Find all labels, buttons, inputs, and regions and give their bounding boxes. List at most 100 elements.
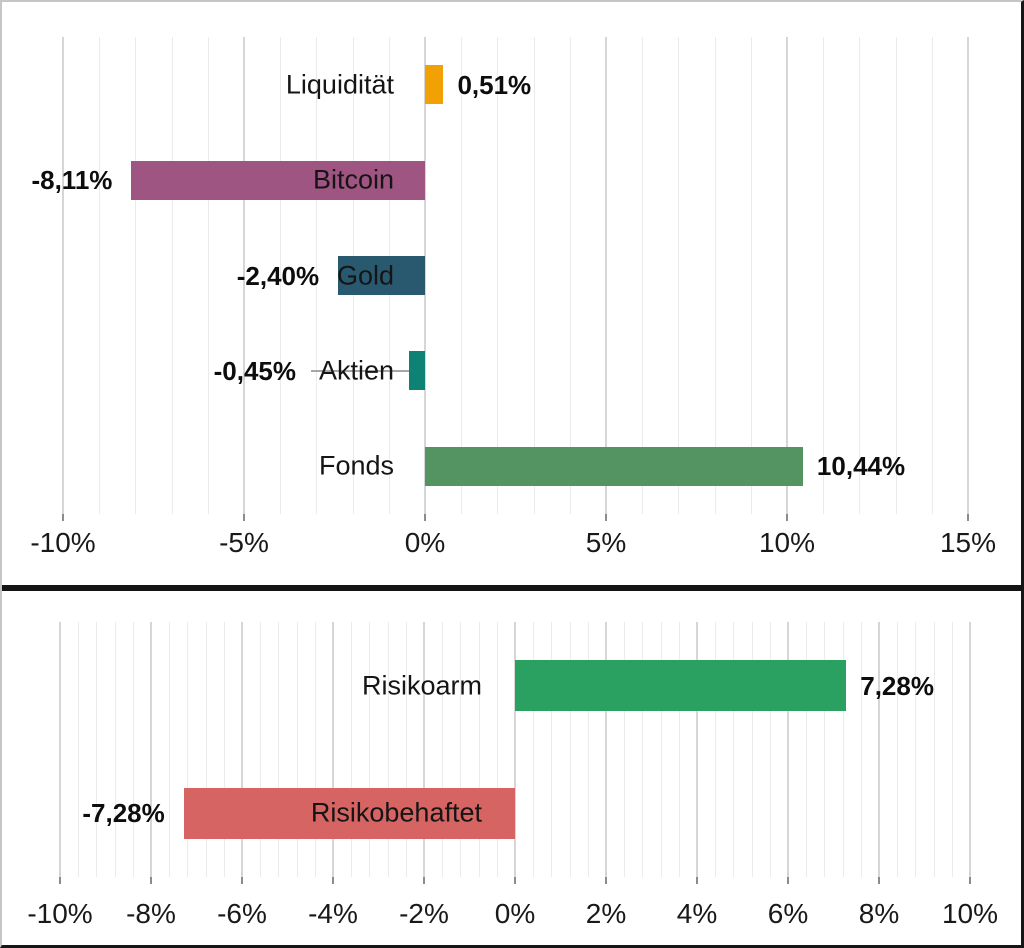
minor-gridline (897, 622, 899, 877)
axis-tick-mark (241, 877, 243, 884)
major-gridline (423, 622, 425, 877)
minor-gridline (660, 622, 662, 877)
x-axis-tick-label: 2% (585, 898, 627, 929)
minor-gridline (714, 37, 716, 514)
minor-gridline (715, 622, 717, 877)
minor-gridline (533, 37, 535, 514)
minor-gridline (678, 622, 680, 877)
minor-gridline (624, 622, 626, 877)
major-gridline (967, 37, 969, 514)
axis-tick-mark (423, 877, 425, 884)
major-gridline (243, 37, 245, 514)
minor-gridline (296, 622, 298, 877)
x-axis-tick-label: 8% (858, 898, 900, 929)
x-axis-tick-label: -8% (126, 898, 176, 929)
x-axis-tick-label: -10% (27, 898, 93, 929)
major-gridline (696, 622, 698, 877)
major-gridline (605, 37, 607, 514)
minor-gridline (223, 622, 225, 877)
value-label: 7,28% (860, 670, 934, 701)
minor-gridline (461, 37, 463, 514)
axis-tick-mark (967, 514, 969, 521)
x-axis-tick-label: -10% (30, 527, 96, 558)
value-label: -7,28% (82, 798, 165, 829)
minor-gridline (933, 622, 935, 877)
x-axis-tick-label: 5% (585, 527, 627, 558)
axis-tick-mark (787, 877, 789, 884)
minor-gridline (860, 622, 862, 877)
x-axis-tick-label: -6% (217, 898, 267, 929)
category-label: Bitcoin (312, 164, 394, 195)
minor-gridline (823, 37, 825, 514)
minor-gridline (859, 37, 861, 514)
chart-panel-risk-split (2, 591, 1021, 945)
category-label: Risikoarm (361, 670, 482, 701)
minor-gridline (642, 37, 644, 514)
minor-gridline (387, 622, 389, 877)
minor-gridline (751, 622, 753, 877)
axis-tick-mark (59, 877, 61, 884)
x-axis-tick-label: 10% (758, 527, 816, 558)
bar-aktien (408, 351, 425, 391)
major-gridline (786, 37, 788, 514)
major-gridline (59, 622, 61, 877)
minor-gridline (678, 37, 680, 514)
x-axis-tick-label: 10% (941, 898, 999, 929)
value-label: 0,51% (457, 69, 532, 100)
axis-tick-mark (424, 514, 426, 521)
axis-tick-mark (605, 877, 607, 884)
minor-gridline (931, 37, 933, 514)
major-gridline (424, 37, 426, 514)
panel-divider (2, 585, 1021, 591)
x-axis-tick-label: 4% (676, 898, 718, 929)
minor-gridline (99, 37, 101, 514)
minor-gridline (642, 622, 644, 877)
axis-tick-mark (150, 877, 152, 884)
minor-gridline (496, 622, 498, 877)
value-label: -8,11% (31, 165, 113, 196)
minor-gridline (733, 622, 735, 877)
minor-gridline (569, 37, 571, 514)
data-label-leader-line (311, 369, 409, 372)
major-gridline (150, 622, 152, 877)
major-gridline (969, 622, 971, 877)
minor-gridline (169, 622, 171, 877)
minor-gridline (369, 622, 371, 877)
bar-gold (338, 256, 425, 295)
major-gridline (241, 622, 243, 877)
minor-gridline (314, 622, 316, 877)
x-axis-tick-label: 0% (404, 527, 446, 558)
axis-tick-mark (605, 514, 607, 521)
bar-risikoarm (515, 660, 847, 712)
axis-tick-mark (786, 514, 788, 521)
minor-gridline (478, 622, 480, 877)
minor-gridline (260, 622, 262, 877)
minor-gridline (405, 622, 407, 877)
major-gridline (878, 622, 880, 877)
minor-gridline (497, 37, 499, 514)
minor-gridline (96, 622, 98, 877)
major-gridline (514, 622, 516, 877)
major-gridline (332, 622, 334, 877)
x-axis-tick-label: 0% (494, 898, 536, 929)
x-axis-tick-label: -4% (308, 898, 358, 929)
bar-liquidit-t (425, 65, 444, 105)
category-label: Risikobehaftet (310, 797, 482, 828)
minor-gridline (769, 622, 771, 877)
minor-gridline (351, 622, 353, 877)
minor-gridline (207, 37, 209, 514)
axis-tick-mark (62, 514, 64, 521)
minor-gridline (806, 622, 808, 877)
minor-gridline (280, 37, 282, 514)
major-gridline (605, 622, 607, 877)
x-axis-tick-label: 15% (939, 527, 997, 558)
minor-gridline (132, 622, 134, 877)
value-label: -0,45% (213, 355, 296, 386)
bar-bitcoin (131, 160, 425, 200)
x-axis-tick-label: 6% (767, 898, 809, 929)
axis-tick-mark (514, 877, 516, 884)
bar-fonds (425, 446, 803, 486)
axis-tick-mark (243, 514, 245, 521)
minor-gridline (316, 37, 318, 514)
